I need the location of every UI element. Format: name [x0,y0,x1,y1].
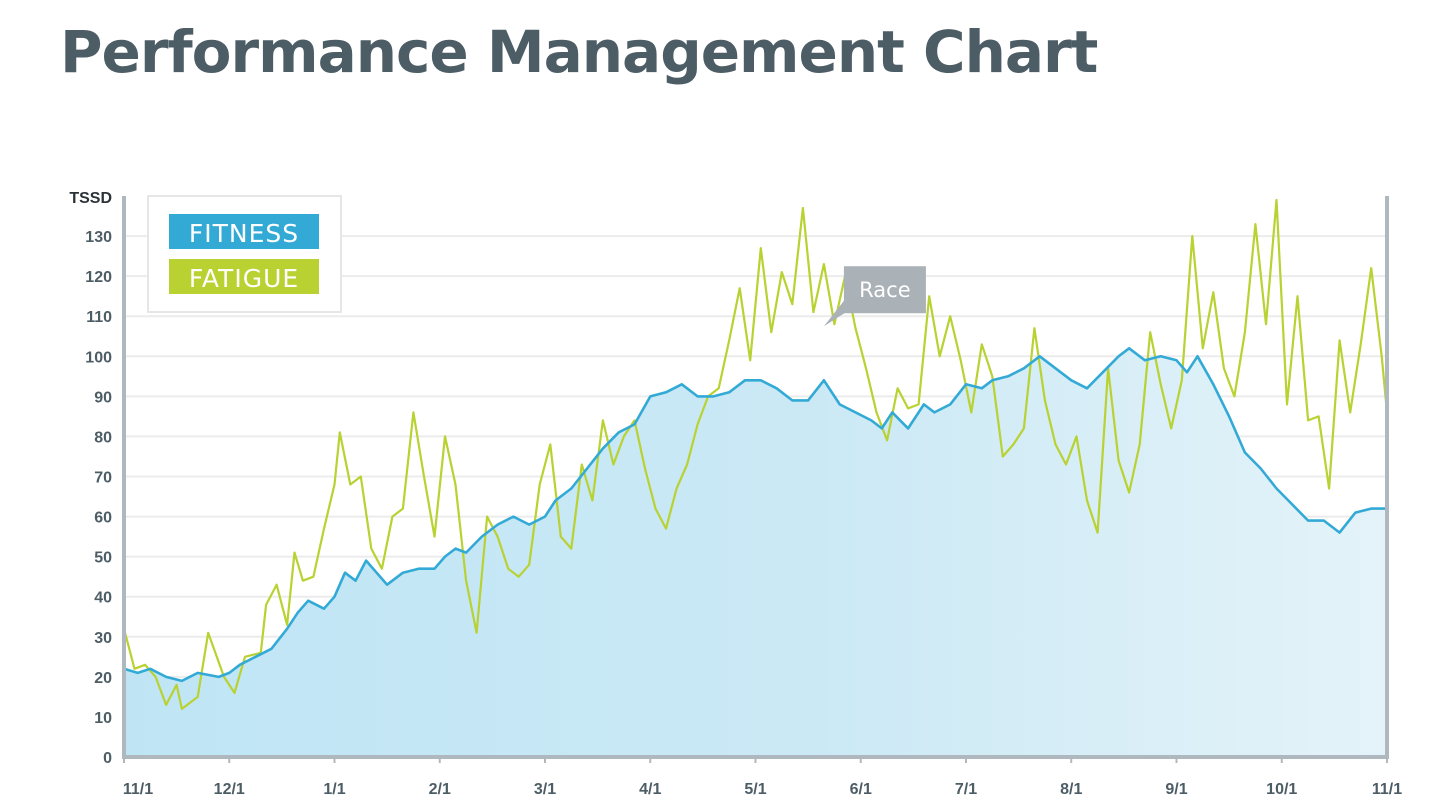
y-tick-label-60: 60 [94,510,112,527]
x-tick-label-9: 8/1 [1060,781,1082,798]
y-tick-label-130: 130 [85,229,112,246]
x-tick-label-7: 6/1 [850,781,872,798]
y-tick-label-30: 30 [94,630,112,647]
x-tick-label-4: 3/1 [534,781,556,798]
x-tick-label-2: 1/1 [323,781,345,798]
y-tick-label-20: 20 [94,670,112,687]
y-tick-label-10: 10 [94,710,112,727]
y-tick-label-80: 80 [94,429,112,446]
race-callout-pointer [823,298,846,327]
legend-box [147,195,342,313]
x-tick-label-10: 9/1 [1165,781,1187,798]
x-tick-label-5: 4/1 [639,781,661,798]
fitness-area [124,348,1387,757]
y-tick-label-110: 110 [86,309,112,326]
fatigue-line [122,198,1389,711]
fitness-area-group [124,348,1387,757]
axes: 0 10 20 30 40 50 60 70 80 90 100 110 120 130 TSSD 11/1 1… [69,190,1402,798]
fitness-line [123,346,1387,683]
y-tick-label-0: 0 [103,750,112,767]
x-tick-label-8: 7/1 [955,781,977,798]
y-tick-label-100: 100 [85,349,112,366]
y-tick-label-90: 90 [94,389,112,406]
race-callout-box [843,266,926,314]
legend-label-fatigue: FATIGUE [189,264,299,293]
legend: FITNESS FATIGUE [147,195,342,313]
legend-swatch-fatigue [169,259,319,294]
x-tick-label-0: 11/1 [123,781,153,798]
x-tick-label-1: 12/1 [214,781,245,798]
x-tick-label-12: 11/1 [1372,781,1402,798]
y-tick-label-120: 120 [85,269,112,286]
legend-label-fitness: FITNESS [189,219,299,248]
series-lines [122,198,1389,711]
y-tick-label-70: 70 [94,470,112,487]
x-tick-label-11: 10/1 [1266,781,1297,798]
x-tick-label-3: 2/1 [429,781,451,798]
y-axis-title: TSSD [69,190,112,207]
page-title: Performance Management Chart [60,18,1098,86]
annotations: Race [823,266,926,327]
legend-swatch-fitness [169,214,319,249]
x-tick-label-6: 5/1 [744,781,766,798]
y-tick-label-50: 50 [94,550,112,567]
y-tick-label-40: 40 [94,590,112,607]
race-callout-label: Race [859,278,910,302]
